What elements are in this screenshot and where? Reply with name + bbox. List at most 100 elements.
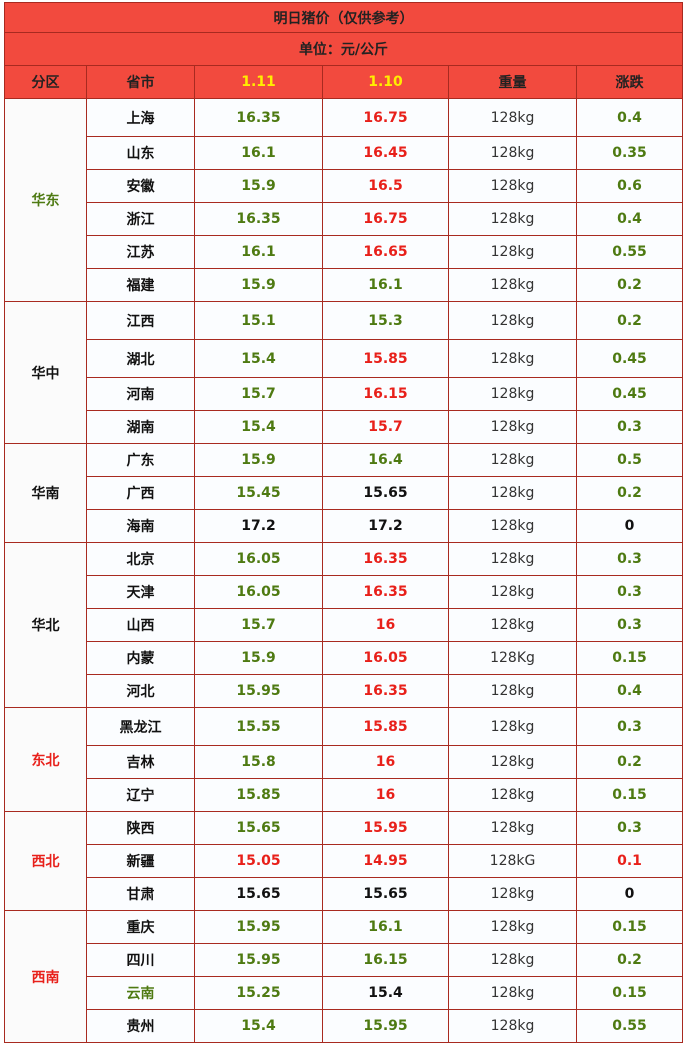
price-1-10-cell: 16.35 — [322, 542, 449, 576]
unit-row: 单位：元/公斤 — [4, 32, 683, 66]
table-row: 湖南 15.4 15.7 128kg 0.3 — [5, 410, 683, 444]
weight-cell: 128kg — [448, 976, 577, 1010]
price-1-11-cell: 15.65 — [194, 877, 323, 911]
table-row: 山东 16.1 16.45 128kg 0.35 — [5, 136, 683, 170]
change-cell: 0 — [576, 877, 683, 911]
price-1-10-cell: 16 — [322, 745, 449, 779]
table-row: 华中 江西 15.1 15.3 128kg 0.2 — [4, 301, 683, 444]
price-1-11-cell: 15.95 — [194, 674, 323, 708]
price-1-11-cell: 16.35 — [194, 202, 323, 236]
weight-cell: 128kg — [448, 745, 577, 779]
weight-cell: 128kg — [448, 707, 577, 746]
table-row: 内蒙 15.9 16.05 128Kg 0.15 — [5, 641, 683, 675]
price-1-10-cell: 16 — [322, 608, 449, 642]
price-1-11-cell: 17.2 — [194, 509, 323, 543]
change-cell: 0.15 — [576, 641, 683, 675]
table-row: 浙江 16.35 16.75 128kg 0.4 — [5, 202, 683, 236]
price-1-11-cell: 15.7 — [194, 377, 323, 411]
price-1-11-cell: 15.45 — [194, 476, 323, 510]
province-cell: 江苏 — [86, 235, 195, 269]
change-cell: 0.2 — [576, 268, 683, 302]
price-1-10-cell: 15.95 — [322, 811, 449, 845]
weight-cell: 128kg — [448, 202, 577, 236]
weight-cell: 128kg — [448, 268, 577, 302]
change-cell: 0.55 — [576, 235, 683, 269]
price-1-10-cell: 16.75 — [322, 202, 449, 236]
price-1-10-cell: 15.3 — [322, 301, 449, 340]
price-1-10-cell: 16.05 — [322, 641, 449, 675]
price-1-11-cell: 16.35 — [194, 98, 323, 137]
region-label: 西南 — [4, 910, 87, 1043]
province-cell: 天津 — [86, 575, 195, 609]
change-cell: 0.15 — [576, 910, 683, 944]
change-cell: 0.3 — [576, 410, 683, 444]
header-date-1-11: 1.11 — [194, 65, 323, 99]
table-row: 东北 黑龙江 15.55 15.85 128kg 0.3 — [4, 707, 683, 812]
price-1-10-cell: 15.65 — [322, 877, 449, 911]
header-province: 省市 — [86, 65, 195, 99]
weight-cell: 128kG — [448, 844, 577, 878]
price-1-11-cell: 15.85 — [194, 778, 323, 812]
price-1-11-cell: 15.9 — [194, 268, 323, 302]
price-1-10-cell: 16.65 — [322, 235, 449, 269]
price-1-11-cell: 15.4 — [194, 339, 323, 378]
price-1-10-cell: 14.95 — [322, 844, 449, 878]
price-1-11-cell: 15.4 — [194, 410, 323, 444]
price-1-10-cell: 16.45 — [322, 136, 449, 170]
table-row: 吉林 15.8 16 128kg 0.2 — [5, 745, 683, 779]
region-label: 华中 — [4, 301, 87, 444]
table-row: 福建 15.9 16.1 128kg 0.2 — [5, 268, 683, 302]
price-1-10-cell: 15.4 — [322, 976, 449, 1010]
price-1-11-cell: 15.95 — [194, 943, 323, 977]
change-cell: 0.3 — [576, 542, 683, 576]
province-cell: 重庆 — [86, 910, 195, 944]
table-row: 华东 上海 16.35 16.75 128kg 0.4 — [4, 98, 683, 302]
header-row: 分区 省市 1.11 1.10 重量 涨跌 — [4, 65, 683, 99]
header-weight: 重量 — [448, 65, 577, 99]
table-row: 湖北 15.4 15.85 128kg 0.45 — [5, 339, 683, 378]
weight-cell: 128kg — [448, 877, 577, 911]
province-cell: 江西 — [86, 301, 195, 340]
weight-cell: 128kg — [448, 674, 577, 708]
table-row: 安徽 15.9 16.5 128kg 0.6 — [5, 169, 683, 203]
price-1-11-cell: 15.25 — [194, 976, 323, 1010]
weight-cell: 128kg — [448, 339, 577, 378]
province-cell: 吉林 — [86, 745, 195, 779]
price-1-11-cell: 15.05 — [194, 844, 323, 878]
table-row: 甘肃 15.65 15.65 128kg 0 — [5, 877, 683, 911]
title-row: 明日猪价（仅供参考） — [4, 2, 683, 33]
price-1-10-cell: 16 — [322, 778, 449, 812]
price-1-11-cell: 15.8 — [194, 745, 323, 779]
province-cell: 湖南 — [86, 410, 195, 444]
weight-cell: 128kg — [448, 443, 577, 477]
weight-cell: 128kg — [448, 476, 577, 510]
price-1-10-cell: 16.15 — [322, 943, 449, 977]
change-cell: 0.1 — [576, 844, 683, 878]
price-1-10-cell: 16.4 — [322, 443, 449, 477]
province-cell: 海南 — [86, 509, 195, 543]
price-1-10-cell: 16.1 — [322, 910, 449, 944]
table-row: 海南 17.2 17.2 128kg 0 — [5, 509, 683, 543]
price-1-11-cell: 15.9 — [194, 169, 323, 203]
price-1-11-cell: 16.1 — [194, 235, 323, 269]
table-row: 天津 16.05 16.35 128kg 0.3 — [5, 575, 683, 609]
price-1-11-cell: 15.7 — [194, 608, 323, 642]
province-cell: 北京 — [86, 542, 195, 576]
table-row: 河南 15.7 16.15 128kg 0.45 — [5, 377, 683, 411]
table-row: 河北 15.95 16.35 128kg 0.4 — [5, 674, 683, 708]
province-cell: 甘肃 — [86, 877, 195, 911]
price-1-10-cell: 15.7 — [322, 410, 449, 444]
price-1-11-cell: 15.65 — [194, 811, 323, 845]
change-cell: 0.4 — [576, 202, 683, 236]
table-row: 四川 15.95 16.15 128kg 0.2 — [5, 943, 683, 977]
table-row: 华北 北京 16.05 16.35 128kg 0.3 — [4, 542, 683, 708]
province-cell: 新疆 — [86, 844, 195, 878]
price-1-10-cell: 16.35 — [322, 575, 449, 609]
table-row: 广西 15.45 15.65 128kg 0.2 — [5, 476, 683, 510]
price-1-11-cell: 16.05 — [194, 575, 323, 609]
price-1-11-cell: 15.95 — [194, 910, 323, 944]
price-1-10-cell: 15.95 — [322, 1009, 449, 1043]
price-table: 明日猪价（仅供参考） 单位：元/公斤 分区 省市 1.11 1.10 重量 涨跌… — [4, 2, 683, 1043]
price-1-10-cell: 16.5 — [322, 169, 449, 203]
region-label: 华南 — [4, 443, 87, 543]
